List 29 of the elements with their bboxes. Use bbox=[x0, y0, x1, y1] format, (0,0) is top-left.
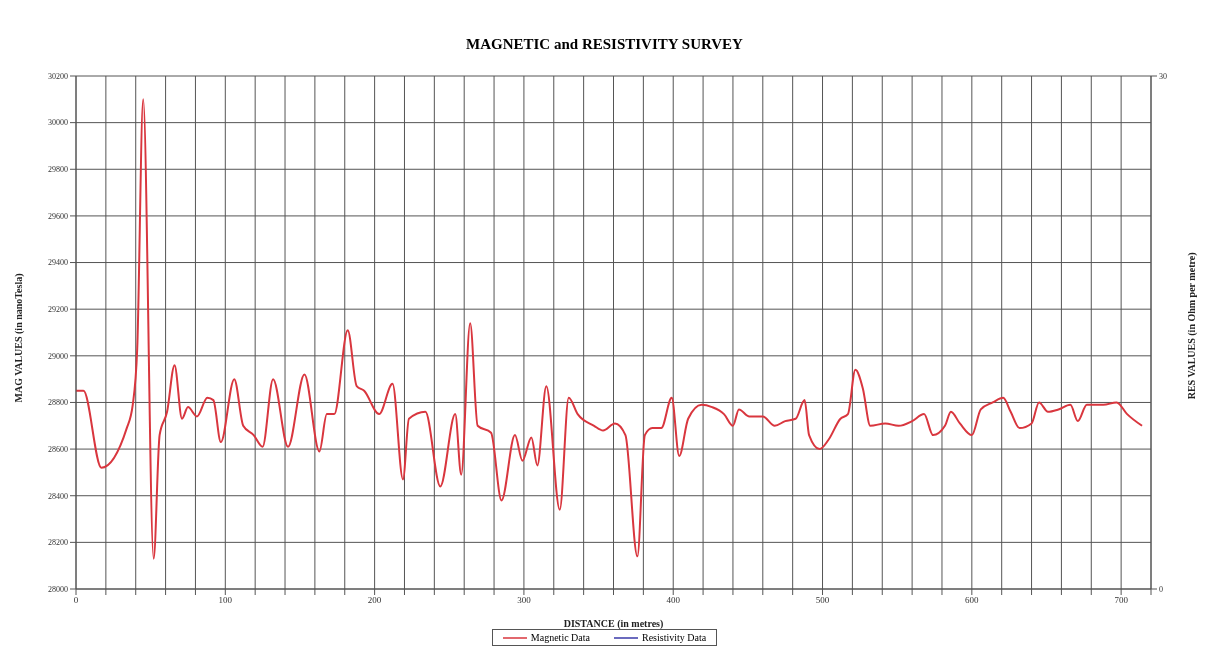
x-tick-label: 500 bbox=[815, 595, 830, 606]
y-tick-label: 29000 bbox=[48, 351, 68, 361]
y2-axis-title: RES VALUES (in Ohm per metre) bbox=[1185, 252, 1198, 400]
y-tick-label: 28600 bbox=[48, 444, 68, 454]
y-axis-title: MAG VALUES (in nanoTesla) bbox=[12, 273, 25, 403]
y-tick-label: 29400 bbox=[48, 258, 68, 268]
y-tick-label: 28400 bbox=[48, 491, 68, 501]
y2-tick-label: 0 bbox=[1159, 584, 1163, 594]
legend-label: Magnetic Data bbox=[529, 632, 590, 643]
x-tick-label: 200 bbox=[367, 595, 382, 606]
line-series bbox=[76, 98, 1144, 560]
y-tick-label: 28800 bbox=[48, 398, 68, 408]
y-tick-label: 28200 bbox=[48, 538, 68, 548]
x-tick-label: 300 bbox=[517, 595, 532, 606]
y-tick-label: 29200 bbox=[48, 305, 68, 315]
y-tick-label: 29800 bbox=[48, 165, 68, 175]
x-tick-label: 0 bbox=[73, 595, 79, 606]
x-tick-label: 600 bbox=[965, 595, 980, 606]
y2-tick-label: 30 bbox=[1159, 71, 1167, 81]
x-tick-label: 400 bbox=[666, 595, 681, 606]
x-axis-title: DISTANCE (in metres) bbox=[563, 618, 664, 630]
y-tick-label: 30000 bbox=[48, 118, 68, 128]
x-tick-label: 100 bbox=[218, 595, 233, 606]
y-tick-label: 28000 bbox=[48, 584, 68, 594]
legend-label: Resistivity Data bbox=[641, 632, 707, 643]
y-tick-label: 29600 bbox=[48, 211, 68, 221]
y-tick-label: 30200 bbox=[48, 71, 68, 81]
x-tick-label: 700 bbox=[1114, 595, 1129, 606]
chart-title: MAGNETIC and RESISTIVITY SURVEY bbox=[465, 35, 744, 54]
